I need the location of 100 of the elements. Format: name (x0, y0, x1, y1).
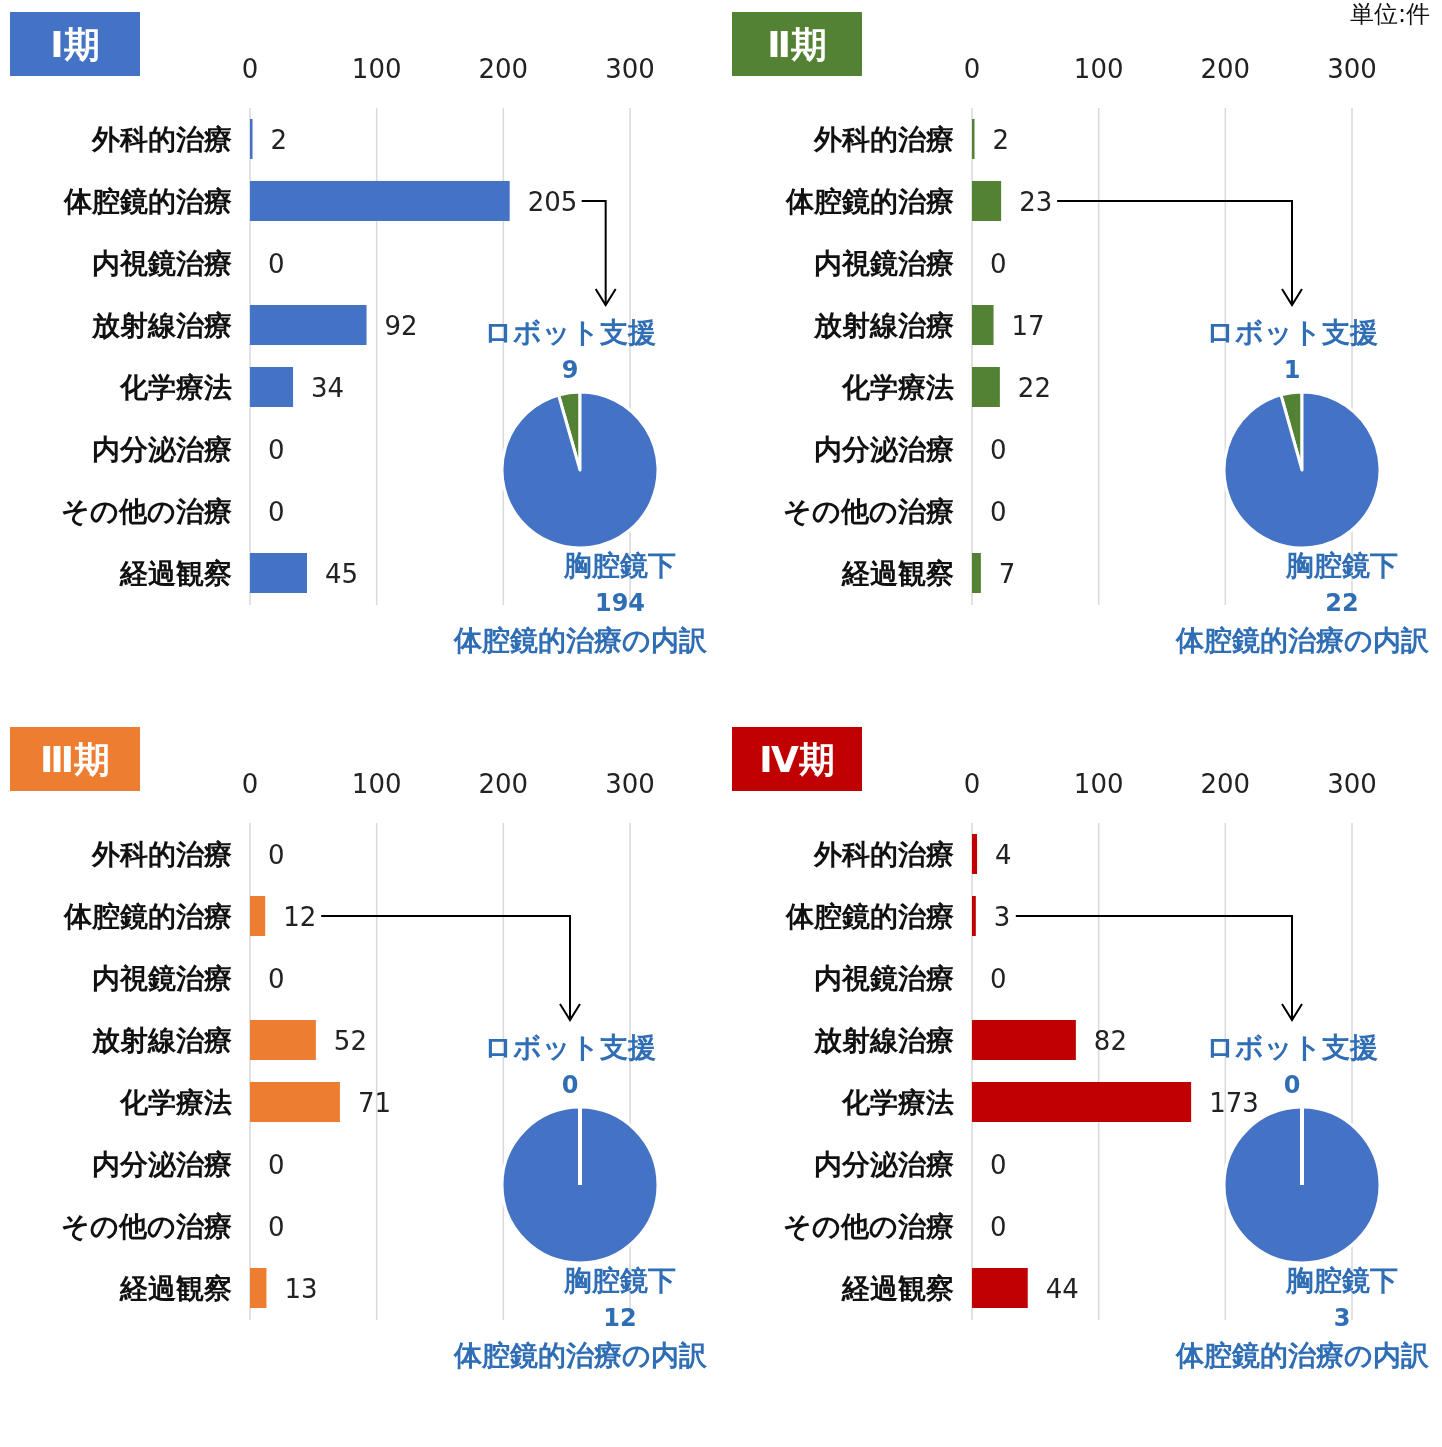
data-label: 0 (268, 1150, 285, 1180)
y-tick-label: 内視鏡治療 (92, 962, 232, 995)
data-label: 2 (992, 125, 1010, 155)
text: 0 (561, 1071, 579, 1099)
y-tick-label: 化学療法 (119, 1086, 232, 1119)
data-label: 7 (998, 559, 1016, 589)
y-tick-label: 放射線治療 (813, 309, 954, 342)
data-label: 52 (333, 1026, 367, 1056)
y-tick-label: その他の治療 (783, 495, 954, 528)
x-tick-label: 100 (351, 769, 402, 799)
bar (250, 367, 294, 407)
chart-title: Ⅱ期 (767, 24, 827, 65)
data-label: 0 (990, 1150, 1007, 1180)
text: 体腔鏡的治療の内訳 (1174, 1339, 1430, 1372)
y-tick-label: 外科的治療 (91, 123, 232, 156)
chart-title: Ⅲ期 (39, 739, 111, 780)
bar (250, 1020, 316, 1060)
data-label: 0 (268, 840, 285, 870)
y-tick-label: 外科的治療 (91, 838, 232, 871)
x-tick-label: 0 (241, 769, 259, 799)
x-tick-label: 0 (963, 769, 981, 799)
x-tick-label: 100 (351, 54, 402, 84)
slice-label: 胸腔鏡下 (1285, 549, 1398, 582)
data-label: 13 (284, 1274, 318, 1304)
y-tick-label: その他の治療 (61, 1210, 232, 1243)
slice-label: 胸腔鏡下 (563, 549, 676, 582)
y-tick-label: 経過観察 (119, 1272, 232, 1305)
y-tick-label: 化学療法 (119, 371, 232, 404)
x-tick-label: 100 (1073, 769, 1124, 799)
bar (250, 1268, 267, 1308)
y-tick-label: 内分泌治療 (92, 1148, 232, 1181)
y-tick-label: 経過観察 (841, 1272, 954, 1305)
x-tick-label: 300 (1327, 769, 1377, 799)
data-label: 34 (311, 373, 345, 403)
data-label: 173 (1209, 1088, 1259, 1118)
chart-title: Ⅳ期 (759, 739, 835, 780)
data-label: 9 (561, 356, 579, 384)
pie-slice (1222, 390, 1382, 550)
legend-label: ロボット支援 (1206, 1031, 1378, 1064)
bar (250, 1082, 340, 1122)
data-label: 12 (283, 902, 317, 932)
bar (250, 119, 253, 159)
x-tick-label: 100 (1073, 54, 1124, 84)
x-tick-label: 200 (478, 54, 529, 84)
data-label: 0 (268, 435, 285, 465)
text: 単位:件 (1349, 0, 1430, 28)
data-label: 3 (993, 902, 1011, 932)
slice-label: ロボット支援 (1206, 316, 1378, 349)
data-label: 4 (995, 840, 1012, 870)
x-tick-label: 200 (1200, 769, 1251, 799)
x-tick-label: 200 (478, 769, 529, 799)
data-label: 44 (1045, 1274, 1079, 1304)
bar (972, 1268, 1028, 1308)
data-label: 71 (357, 1088, 392, 1118)
y-tick-label: 体腔鏡的治療 (63, 900, 232, 933)
y-tick-label: 放射線治療 (91, 309, 232, 342)
text: 体腔鏡的治療の内訳 (1174, 624, 1430, 657)
y-tick-label: 内分泌治療 (814, 1148, 954, 1181)
y-tick-label: 内視鏡治療 (814, 247, 954, 280)
y-tick-label: 外科的治療 (813, 838, 954, 871)
data-label: 82 (1093, 1026, 1127, 1056)
text: 体腔鏡的治療の内訳 (452, 624, 708, 657)
bar (972, 305, 994, 345)
bar (250, 181, 510, 221)
y-tick-label: 体腔鏡的治療 (785, 185, 954, 218)
data-label: 22 (1017, 373, 1051, 403)
data-label: 194 (594, 589, 646, 617)
x-tick-label: 200 (1200, 54, 1251, 84)
bar (972, 367, 1000, 407)
slice-label: 胸腔鏡下 (1285, 1264, 1398, 1297)
y-tick-label: 内分泌治療 (814, 433, 954, 466)
x-tick-label: 0 (963, 54, 981, 84)
legend-label: ロボット支援 (484, 1031, 656, 1064)
data-label: 23 (1019, 187, 1053, 217)
pie-slice (500, 390, 660, 550)
data-label: 0 (268, 1212, 285, 1242)
data-label: 22 (1325, 589, 1359, 617)
bar (972, 1082, 1192, 1122)
y-tick-label: 放射線治療 (813, 1024, 954, 1057)
text: 0 (1283, 1071, 1301, 1099)
bar (250, 553, 307, 593)
bar (972, 896, 976, 936)
y-tick-label: 化学療法 (841, 371, 954, 404)
y-tick-label: 放射線治療 (91, 1024, 232, 1057)
y-tick-label: 内視鏡治療 (92, 247, 232, 280)
y-tick-label: 外科的治療 (813, 123, 954, 156)
data-label: 17 (1011, 311, 1045, 341)
x-tick-label: 0 (241, 54, 259, 84)
data-label: 0 (990, 435, 1007, 465)
bar (250, 896, 266, 936)
y-tick-label: 体腔鏡的治療 (63, 185, 232, 218)
data-label: 2 (270, 125, 288, 155)
slice-label: ロボット支援 (484, 316, 656, 349)
data-label: 0 (268, 249, 285, 279)
y-tick-label: 経過観察 (841, 557, 954, 590)
data-label: 45 (325, 559, 359, 589)
data-label: 0 (990, 497, 1007, 527)
x-tick-label: 300 (1327, 54, 1377, 84)
bar (972, 553, 981, 593)
chart-title: Ⅰ期 (50, 24, 100, 65)
